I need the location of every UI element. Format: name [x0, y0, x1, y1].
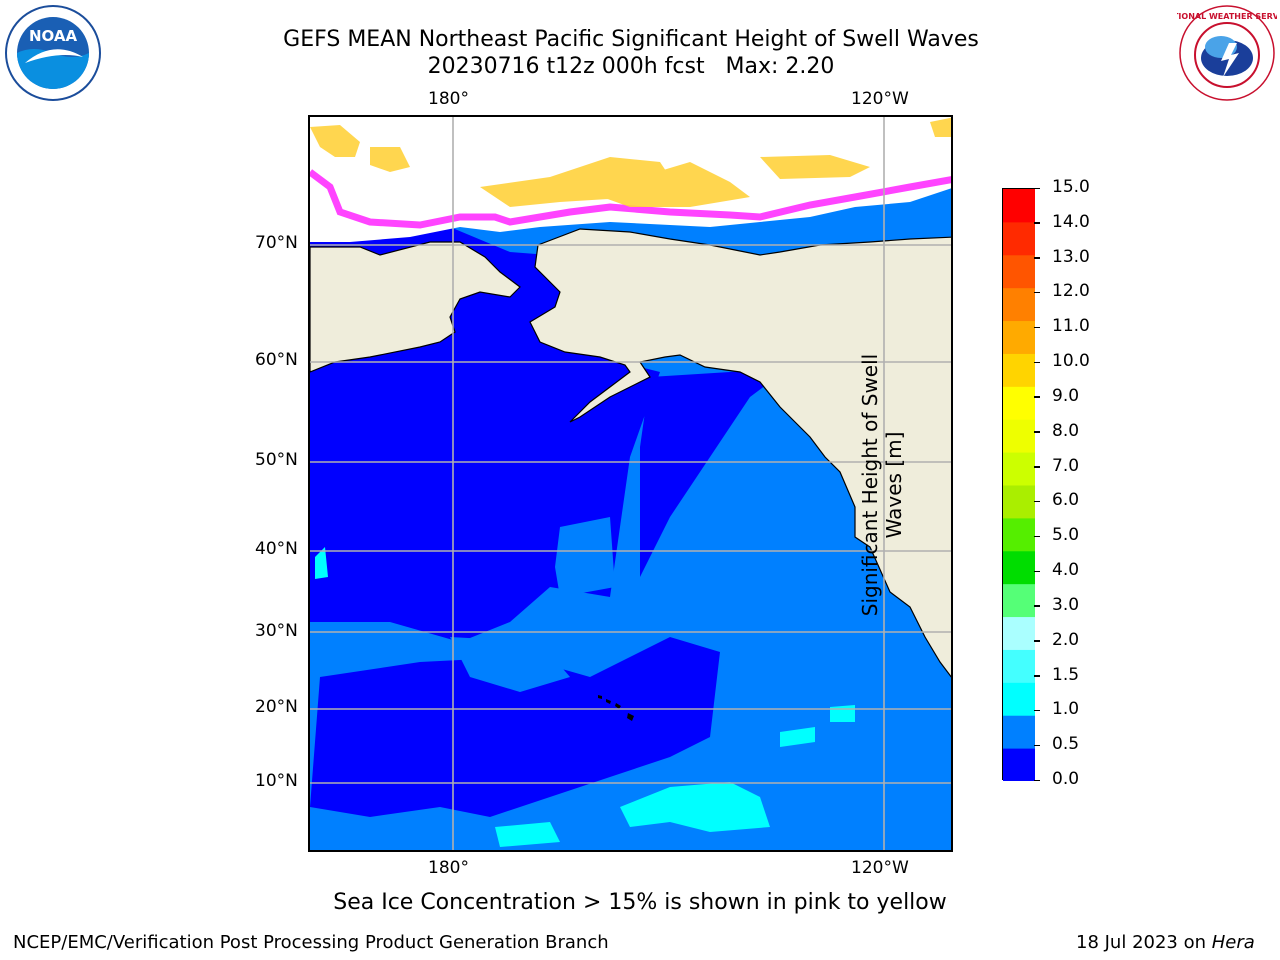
colorbar-tick — [1034, 675, 1040, 677]
colorbar-tick-label: 3.0 — [1052, 594, 1080, 615]
colorbar-band — [1003, 583, 1035, 618]
lat-label-50n: 50°N — [255, 450, 298, 470]
footer-credit: NCEP/EMC/Verification Post Processing Pr… — [13, 932, 609, 953]
colorbar-bands — [1003, 189, 1035, 781]
mid-swell-tongue — [450, 517, 615, 692]
colorbar-tick — [1034, 779, 1040, 781]
chart-title: GEFS MEAN Northeast Pacific Significant … — [283, 27, 979, 52]
low-swell-channel — [330, 537, 470, 622]
lat-label-60n: 60°N — [255, 350, 298, 370]
land-north-america — [529, 228, 951, 678]
low-swell-south — [310, 637, 720, 817]
noaa-logo: NOAA — [3, 3, 103, 103]
colorbar-tick — [1034, 466, 1040, 468]
colorbar-band — [1003, 517, 1035, 552]
colorbar-band — [1003, 616, 1035, 650]
colorbar-tick-label: 2.0 — [1052, 629, 1080, 650]
colorbar-tick — [1034, 570, 1040, 573]
footer-host: Hera — [1211, 932, 1255, 953]
land-siberia — [310, 241, 521, 373]
sea-ice-note: Sea Ice Concentration > 15% is shown in … — [333, 890, 947, 915]
colorbar-tick — [1034, 291, 1040, 294]
colorbar-band — [1003, 386, 1035, 420]
colorbar-tick-label: 13.0 — [1052, 246, 1090, 267]
colorbar-tick-label: 11.0 — [1052, 316, 1090, 337]
lon-label-top-120w: 120°W — [851, 89, 909, 109]
colorbar-band — [1003, 254, 1035, 289]
colorbar-tick — [1034, 431, 1040, 433]
colorbar-tick-label: 4.0 — [1052, 560, 1080, 581]
lat-label-30n: 30°N — [255, 621, 298, 641]
colorbar-band — [1003, 748, 1035, 781]
colorbar-tick-label: 0.5 — [1052, 734, 1080, 755]
colorbar-tick — [1034, 500, 1040, 503]
colorbar-tick-label: 14.0 — [1052, 211, 1090, 232]
footer-date-text: 18 Jul 2023 on — [1076, 932, 1212, 953]
colorbar-tick-label: 6.0 — [1052, 490, 1080, 511]
colorbar-tick-label: 15.0 — [1052, 177, 1090, 197]
colorbar — [1002, 188, 1035, 781]
colorbar-band — [1003, 649, 1035, 683]
colorbar-band — [1003, 353, 1035, 387]
colorbar-band — [1003, 320, 1035, 354]
colorbar-tick — [1034, 709, 1040, 712]
colorbar-tick — [1034, 361, 1040, 364]
colorbar-band — [1003, 221, 1035, 256]
colorbar-tick-label: 0.0 — [1052, 769, 1080, 789]
colorbar-title-line1: Significant Height of Swell — [858, 353, 882, 617]
lat-label-20n: 20°N — [255, 697, 298, 717]
colorbar-tick-label: 1.0 — [1052, 699, 1080, 720]
colorbar-band — [1003, 287, 1035, 322]
colorbar-tick — [1034, 396, 1040, 398]
colorbar-tick — [1034, 744, 1040, 747]
nws-logo: NATIONAL WEATHER SERVICE — [1161, 3, 1280, 103]
lon-label-top-180: 180° — [428, 89, 469, 109]
lat-label-70n: 70°N — [255, 233, 298, 253]
colorbar-band — [1003, 682, 1035, 716]
lat-label-10n: 10°N — [255, 771, 298, 791]
map-panel — [308, 115, 953, 852]
lon-label-bottom-180: 180° — [428, 858, 469, 878]
colorbar-title-line2: Waves [m] — [882, 431, 906, 539]
colorbar-tick-label: 5.0 — [1052, 525, 1080, 546]
colorbar-band — [1003, 485, 1035, 519]
graticule — [310, 117, 951, 850]
colorbar-tick — [1034, 535, 1040, 538]
colorbar-tick — [1034, 222, 1040, 224]
land-hawaii — [598, 695, 634, 721]
sea-ice-edge-pink — [310, 169, 951, 229]
colorbar-tick — [1034, 326, 1040, 329]
colorbar-tick — [1034, 257, 1040, 259]
colorbar-band — [1003, 452, 1035, 486]
nws-text: NATIONAL WEATHER SERVICE — [1177, 12, 1277, 21]
colorbar-title: Significant Height of Swell Waves [m] — [858, 295, 906, 675]
colorbar-tick-label: 9.0 — [1052, 385, 1080, 406]
colorbar-band — [1003, 715, 1035, 749]
colorbar-band — [1003, 189, 1035, 223]
colorbar-tick — [1034, 605, 1040, 607]
colorbar-band — [1003, 419, 1035, 453]
lon-label-bottom-120w: 120°W — [851, 858, 909, 878]
sea-ice-yellow — [310, 117, 951, 207]
noaa-text: NOAA — [29, 27, 78, 45]
colorbar-tick-label: 7.0 — [1052, 455, 1080, 476]
lat-label-40n: 40°N — [255, 539, 298, 559]
colorbar-tick-label: 8.0 — [1052, 420, 1080, 441]
colorbar-tick-label: 1.5 — [1052, 664, 1080, 685]
footer-date: 18 Jul 2023 on Hera — [1076, 932, 1255, 953]
colorbar-tick — [1034, 187, 1040, 189]
chart-subtitle: 20230716 t12z 000h fcst Max: 2.20 — [427, 54, 835, 79]
colorbar-tick-label: 10.0 — [1052, 351, 1090, 372]
colorbar-tick — [1034, 640, 1040, 642]
colorbar-band — [1003, 550, 1035, 585]
colorbar-tick-label: 12.0 — [1052, 281, 1090, 302]
